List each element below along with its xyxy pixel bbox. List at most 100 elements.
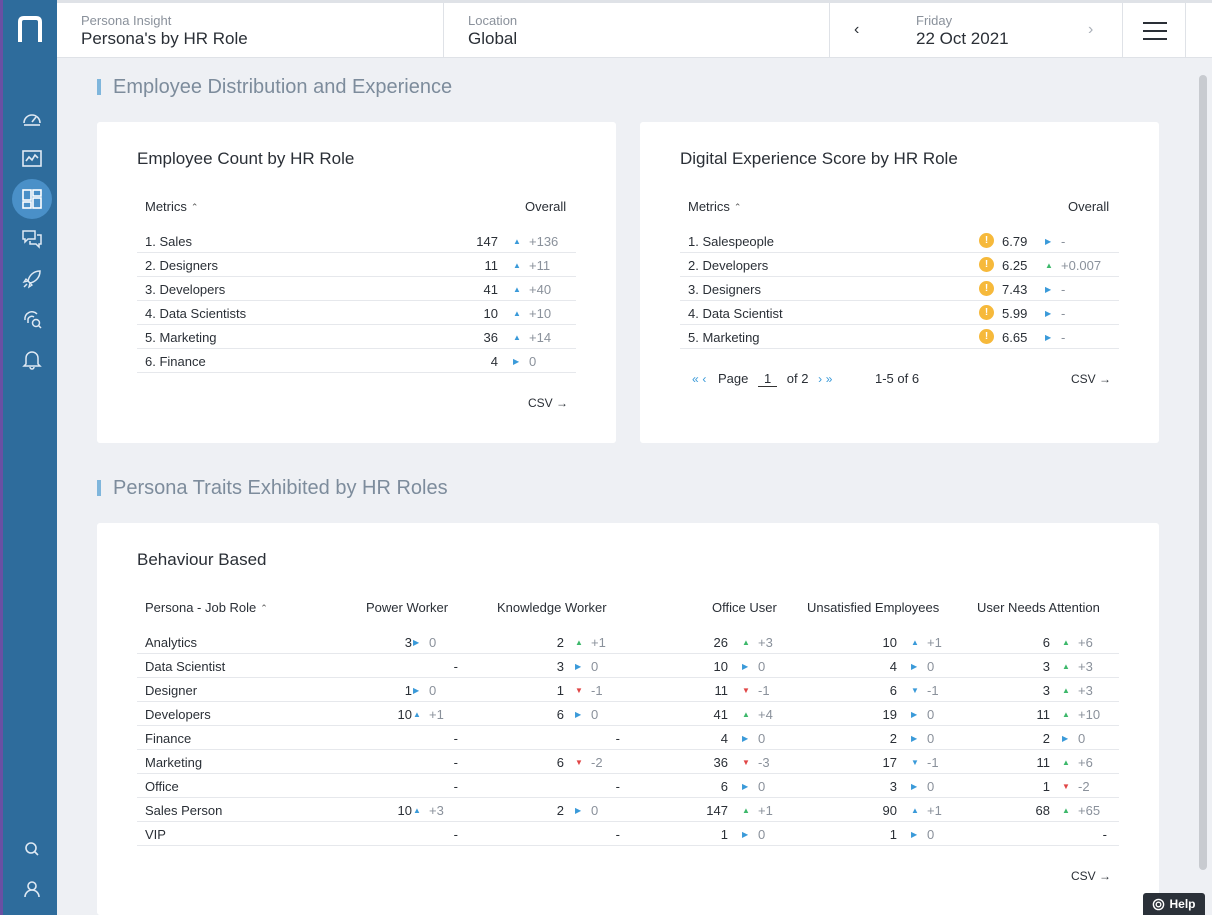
prev-page-icon[interactable]: ‹ (702, 372, 707, 386)
csv-export-button[interactable]: CSV → (1071, 372, 1112, 386)
nav-feedback[interactable] (12, 219, 52, 259)
vertical-scrollbar[interactable] (1199, 75, 1207, 870)
table-row: Designer 1 ▶ 0 1 ▼ -1 11 ▼ -1 6 ▼ -1 3 ▲ +3 (137, 678, 1119, 702)
cell-value: 19 (882, 707, 897, 722)
cell-delta: -1 (591, 683, 603, 698)
table-row: 4. Data Scientist! 5.99 ▶ - (680, 301, 1119, 325)
metrics-sort-header[interactable]: Metrics ⌃ (688, 199, 742, 214)
chat-bubbles-icon (22, 230, 42, 249)
cell-delta: +6 (1078, 635, 1093, 650)
cell-delta: 0 (927, 707, 935, 722)
table-row: 5. Marketing! 6.65 ▶ - (680, 325, 1119, 349)
metrics-sort-header[interactable]: Metrics ⌃ (145, 199, 199, 214)
nav-alerts[interactable] (12, 339, 52, 379)
trend-flat-icon: ▶ (911, 830, 918, 839)
first-page-icon[interactable]: « (692, 372, 699, 386)
cell-value: 11 (1036, 755, 1051, 770)
row-delta: +136 (529, 234, 559, 249)
dex-score-title: Digital Experience Score by HR Role (680, 149, 958, 168)
behaviour-card: Behaviour Based Persona - Job Role ⌃ Powe… (97, 523, 1159, 915)
prev-date-icon[interactable]: ‹ (854, 21, 860, 38)
cell-delta: +65 (1078, 803, 1101, 818)
csv-export-button[interactable]: CSV → (528, 396, 569, 410)
cell-delta: 0 (927, 659, 935, 674)
cell-delta: +1 (429, 707, 444, 722)
employee-count-card: Employee Count by HR Role Metrics ⌃ Overa… (97, 122, 616, 443)
warning-icon: ! (979, 233, 994, 248)
cell-value: - (1102, 827, 1107, 842)
cell-value: - (615, 827, 620, 842)
cell-value: 1 (556, 683, 564, 698)
trend-down-icon: ▼ (911, 686, 919, 695)
nav-analytics[interactable] (12, 139, 52, 179)
cell-value: 4 (889, 659, 897, 674)
trend-flat-icon: ▶ (413, 686, 420, 695)
trend-up-icon: ▲ (513, 285, 521, 294)
trend-flat-icon: ▶ (742, 782, 749, 791)
cell-delta: -3 (758, 755, 770, 770)
n-logo-icon[interactable] (18, 16, 42, 44)
row-value: 147 (476, 234, 498, 249)
nav-profile[interactable] (12, 869, 52, 909)
page-total: of 2 (786, 371, 809, 386)
insight-value: Persona's by HR Role (81, 29, 248, 48)
cell-value: - (615, 779, 620, 794)
nav-dashboard[interactable] (12, 99, 52, 139)
row-label: 1. Salespeople (688, 234, 775, 249)
cell-value: 1 (720, 827, 728, 842)
trend-up-icon: ▲ (1062, 710, 1070, 719)
table-row: Data Scientist - 3 ▶ 0 10 ▶ 0 4 ▶ 0 3 ▲ +3 (137, 654, 1119, 678)
row-label: 6. Finance (145, 354, 206, 369)
cell-value: 6 (556, 707, 564, 722)
insight-selector[interactable]: Persona Insight Persona's by HR Role (57, 3, 444, 58)
date-selector: ‹ Friday 22 Oct 2021 › (830, 3, 1123, 58)
next-date-icon[interactable]: › (1088, 21, 1094, 38)
nav-search[interactable] (12, 829, 52, 869)
job-role-sort-header[interactable]: Persona - Job Role ⌃ (145, 600, 268, 615)
row-delta: - (1061, 330, 1066, 345)
page-number-input[interactable]: 1 (757, 371, 778, 387)
nav-actions[interactable] (12, 259, 52, 299)
row-label: Developers (145, 707, 211, 722)
cell-value: 1 (1042, 779, 1050, 794)
menu-button[interactable] (1123, 3, 1186, 58)
section-title-distribution: Employee Distribution and Experience (97, 76, 452, 99)
sort-asc-icon: ⌃ (733, 202, 742, 212)
trend-up-icon: ▲ (413, 806, 421, 815)
row-label: Marketing (145, 755, 203, 770)
csv-export-button[interactable]: CSV → (1071, 869, 1112, 883)
cell-delta: +3 (429, 803, 444, 818)
cell-delta: +3 (758, 635, 773, 650)
trend-up-icon: ▲ (1062, 662, 1070, 671)
row-label: 1. Sales (145, 234, 192, 249)
next-page-icon[interactable]: › (818, 372, 823, 386)
date-value[interactable]: 22 Oct 2021 (916, 29, 1009, 48)
row-value: 36 (483, 330, 498, 345)
user-icon (24, 881, 40, 898)
trend-flat-icon: ▶ (911, 662, 918, 671)
trend-flat-icon: ▶ (742, 734, 749, 743)
cell-value: - (453, 659, 458, 674)
location-selector[interactable]: Location Global (444, 3, 830, 58)
page-label: Page (717, 371, 749, 386)
nav-personas[interactable] (12, 179, 52, 219)
user-needs-attention-header: User Needs Attention (977, 600, 1100, 615)
trend-flat-icon: ▶ (413, 638, 420, 647)
cell-delta: -2 (591, 755, 603, 770)
cell-value: 68 (1035, 803, 1050, 818)
row-label: 3. Designers (688, 282, 761, 297)
section-title-traits: Persona Traits Exhibited by HR Roles (97, 477, 448, 500)
rocket-icon (22, 270, 41, 289)
row-value: 4 (490, 354, 498, 369)
row-label: VIP (145, 827, 166, 842)
last-page-icon[interactable]: » (825, 372, 833, 386)
cell-value: 3 (556, 659, 564, 674)
cell-value: - (453, 779, 458, 794)
nav-investigate[interactable] (12, 299, 52, 339)
knowledge-worker-header: Knowledge Worker (497, 600, 607, 615)
table-row: 1. Sales 147 ▲ +136 (137, 229, 576, 253)
trend-flat-icon: ▶ (911, 734, 918, 743)
row-label: 5. Marketing (145, 330, 217, 345)
trend-down-icon: ▼ (1062, 782, 1070, 791)
help-button[interactable]: Help (1143, 893, 1205, 915)
